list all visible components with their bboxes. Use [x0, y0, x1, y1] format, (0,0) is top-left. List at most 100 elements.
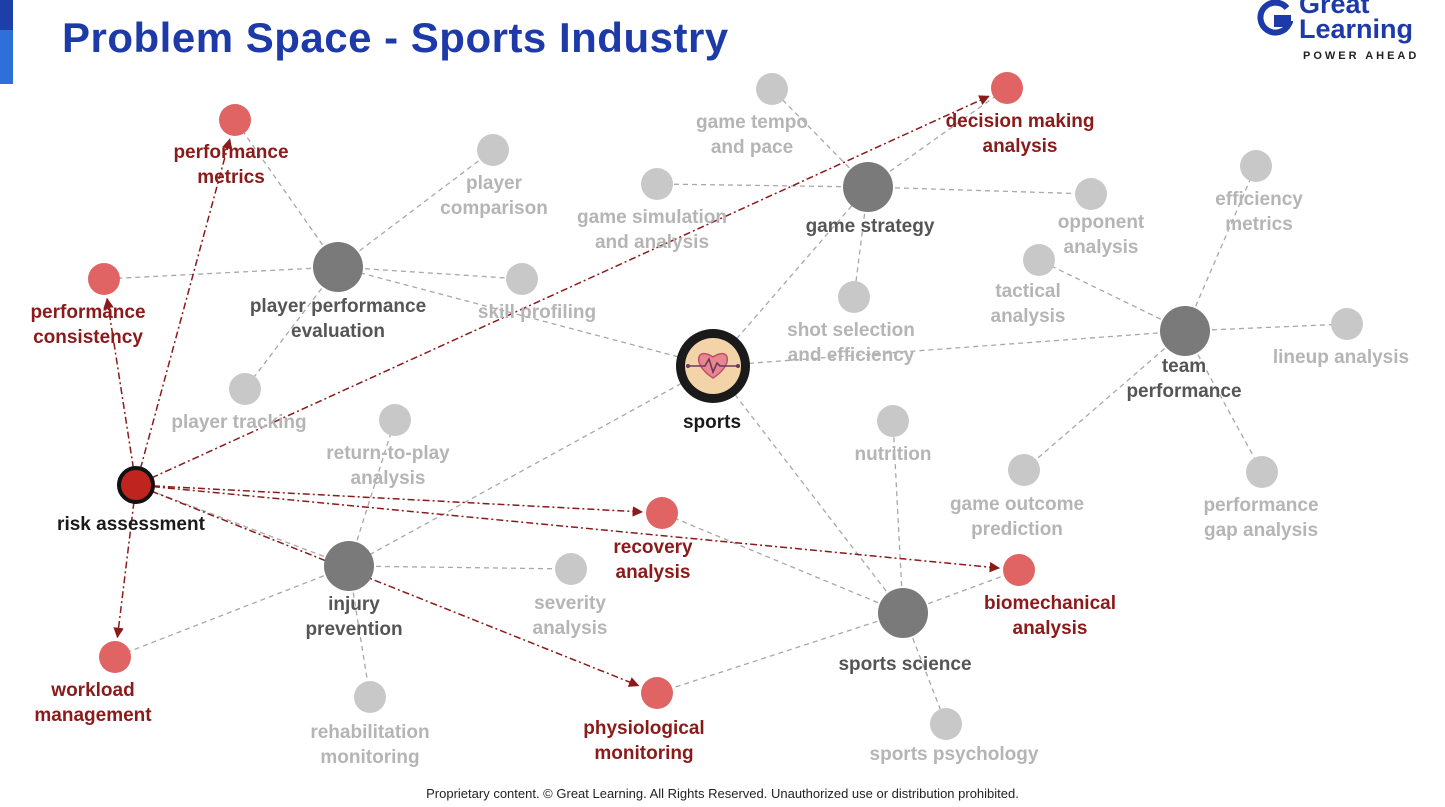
arrow-layer [103, 95, 1001, 687]
label-rehab: rehabilitation monitoring [310, 722, 429, 768]
arrow-risk-decision [151, 95, 990, 479]
label-perf_consistency-line-0: performance [30, 302, 145, 323]
logo-line-2: Learning [1299, 14, 1414, 44]
node-efficiency_metrics[interactable] [1240, 150, 1272, 182]
node-injury_prev[interactable] [324, 541, 374, 591]
pulse-line [689, 356, 737, 375]
label-player_perf-line-1: evaluation [291, 321, 385, 342]
edge-sports_science-physio [656, 612, 904, 694]
page-title: Problem Space - Sports Industry [62, 14, 729, 61]
label-team_perf: team performance [1126, 356, 1241, 402]
node-game_sim[interactable] [641, 168, 673, 200]
label-sports-line-0: sports [683, 412, 741, 433]
label-sports_psych-line-0: sports psychology [870, 744, 1039, 765]
edge-player_perf-perf_consistency [103, 266, 339, 280]
label-sports_psych: sports psychology [870, 744, 1039, 765]
label-game_tempo: game tempo and pace [696, 112, 808, 158]
label-recovery-line-1: analysis [616, 562, 691, 583]
node-perf_consistency[interactable] [88, 263, 120, 295]
label-game_strategy-line-0: game strategy [806, 216, 935, 237]
node-return_to_play[interactable] [379, 404, 411, 436]
label-efficiency_metrics-line-0: efficiency [1215, 189, 1303, 210]
edge-sports-injury_prev [348, 365, 714, 567]
label-physio-line-1: monitoring [594, 743, 693, 764]
edge-sports_science-recovery [661, 512, 904, 614]
label-player_tracking: player tracking [171, 412, 306, 433]
node-lineup[interactable] [1331, 308, 1363, 340]
label-return_to_play: return-to-play analysis [326, 443, 450, 489]
node-shot_selection[interactable] [838, 281, 870, 313]
node-perf_metrics[interactable] [219, 104, 251, 136]
edge-layer [103, 87, 1348, 725]
label-biomech-line-0: biomechanical [984, 593, 1116, 614]
node-tactical[interactable] [1023, 244, 1055, 276]
label-decision-line-1: analysis [983, 136, 1058, 157]
pulse-dot-right [736, 364, 740, 368]
arrow-risk-perf_metrics [139, 138, 233, 469]
brand-logo: Great Learning POWER AHEAD [1251, 0, 1431, 68]
pulse-dot-left [686, 364, 690, 368]
node-risk[interactable] [117, 466, 155, 504]
label-efficiency_metrics: efficiency metrics [1215, 189, 1303, 235]
label-game_strategy: game strategy [806, 216, 935, 237]
label-sports_science: sports science [838, 654, 971, 675]
label-player_comparison-line-0: player [466, 173, 523, 194]
edge-player_perf-player_tracking [244, 266, 339, 390]
arrow-risk-biomech [152, 485, 1001, 573]
label-severity-line-1: analysis [533, 618, 608, 639]
logo-tagline: POWER AHEAD [1303, 50, 1420, 62]
node-recovery[interactable] [646, 497, 678, 529]
label-biomech: biomechanical analysis [984, 593, 1116, 639]
problem-space-network-diagram: sports player performance evaluation game s… [30, 72, 1409, 768]
node-nutrition[interactable] [877, 405, 909, 437]
label-game_tempo-line-1: and pace [711, 137, 793, 158]
label-severity: severity analysis [533, 593, 608, 639]
node-player_tracking[interactable] [229, 373, 261, 405]
node-game_tempo[interactable] [756, 73, 788, 105]
label-opponent-line-1: analysis [1064, 237, 1139, 258]
edge-injury_prev-return_to_play [348, 419, 396, 567]
footer-copyright: Proprietary content. © Great Learning. A… [426, 786, 1019, 801]
label-injury_prev-line-1: prevention [305, 619, 402, 640]
label-risk-line-0: risk assessment [57, 514, 206, 535]
node-decision[interactable] [991, 72, 1023, 104]
label-perf_consistency: performance consistency [30, 302, 145, 348]
edge-injury_prev-severity [348, 565, 572, 570]
label-shot_selection: shot selection and efficiency [787, 320, 915, 366]
node-player_perf[interactable] [313, 242, 363, 292]
node-game_strategy[interactable] [843, 162, 893, 212]
edge-game_strategy-game_sim [656, 183, 869, 188]
node-severity[interactable] [555, 553, 587, 585]
label-game_outcome: game outcome prediction [950, 494, 1084, 540]
label-perf_gap: performance gap analysis [1203, 495, 1318, 541]
node-sports_science[interactable] [878, 588, 928, 638]
arrow-risk-recovery [152, 485, 644, 517]
edge-sports-team_perf [712, 330, 1186, 367]
label-game_tempo-line-0: game tempo [696, 112, 808, 133]
label-biomech-line-1: analysis [1013, 618, 1088, 639]
node-perf_gap[interactable] [1246, 456, 1278, 488]
label-perf_gap-line-0: performance [1203, 495, 1318, 516]
node-game_outcome[interactable] [1008, 454, 1040, 486]
label-decision: decision making analysis [946, 111, 1095, 157]
label-rehab-line-1: monitoring [320, 747, 419, 768]
node-player_comparison[interactable] [477, 134, 509, 166]
label-workload: workload management [34, 680, 152, 726]
label-player_tracking-line-0: player tracking [171, 412, 306, 433]
edge-player_perf-skill_profiling [337, 266, 523, 280]
node-skill_profiling[interactable] [506, 263, 538, 295]
node-workload[interactable] [99, 641, 131, 673]
label-tactical: tactical analysis [991, 281, 1066, 327]
label-player_comparison-line-1: comparison [440, 198, 548, 219]
node-sports_psych[interactable] [930, 708, 962, 740]
label-physio-line-0: physiological [583, 718, 704, 739]
node-team_perf[interactable] [1160, 306, 1210, 356]
label-game_sim: game simulation and analysis [577, 207, 727, 253]
label-recovery: recovery analysis [613, 537, 693, 583]
node-physio[interactable] [641, 677, 673, 709]
label-player_comparison: player comparison [440, 173, 548, 219]
node-opponent[interactable] [1075, 178, 1107, 210]
node-biomech[interactable] [1003, 554, 1035, 586]
node-rehab[interactable] [354, 681, 386, 713]
label-nutrition-line-0: nutrition [854, 444, 931, 465]
